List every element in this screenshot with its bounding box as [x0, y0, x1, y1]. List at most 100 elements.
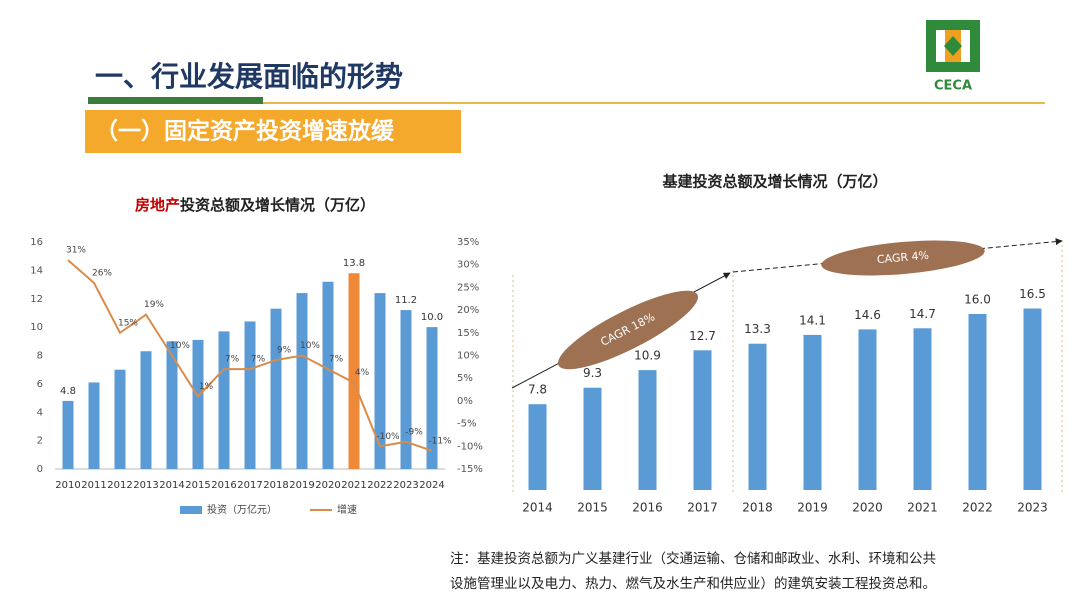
legend-label: 投资（万亿元） [207, 503, 277, 516]
y-tick-label: 8 [37, 351, 43, 362]
chart-title: 基建投资总额及增长情况（万亿） [661, 173, 887, 191]
bar [114, 369, 126, 469]
data-label: 14.1 [799, 313, 826, 327]
bar [166, 341, 178, 469]
x-tick-label: 2014 [159, 480, 184, 491]
x-tick-label: 2016 [211, 480, 236, 491]
title-highlight: 房地产 [135, 196, 180, 214]
x-tick-label: 2017 [237, 480, 262, 491]
x-tick-label: 2019 [797, 501, 828, 515]
x-tick-label: 2019 [289, 480, 314, 491]
bar [296, 293, 308, 469]
cagr-ellipse [557, 290, 699, 370]
x-tick-label: 2022 [367, 480, 392, 491]
y2-tick-label: 25% [457, 282, 479, 293]
note-line: 注：基建投资总额为广义基建行业（交通运输、仓储和邮政业、水利、环境和公共 [450, 550, 936, 567]
data-label: 10% [170, 341, 190, 351]
x-tick-label: 2018 [263, 480, 288, 491]
bar [400, 310, 412, 469]
data-label: 16.5 [1019, 287, 1046, 301]
bar [748, 343, 767, 490]
data-label: 13.8 [343, 258, 365, 269]
logo: CECA [926, 20, 980, 94]
data-label: 7% [225, 355, 240, 365]
bar [968, 314, 987, 490]
y2-tick-label: 5% [457, 373, 473, 384]
data-label: 15% [118, 318, 138, 328]
data-label: 7% [329, 355, 344, 365]
x-tick-label: 2023 [393, 480, 418, 491]
y-tick-label: 12 [30, 294, 43, 305]
x-tick-label: 2010 [55, 480, 80, 491]
data-label: 10.9 [634, 349, 661, 363]
bar [1023, 308, 1042, 490]
y2-tick-label: 10% [457, 351, 479, 362]
data-label: 19% [144, 300, 164, 310]
data-label: 10.0 [421, 312, 443, 323]
y-tick-label: 4 [37, 407, 43, 418]
y-tick-label: 6 [37, 379, 43, 390]
x-tick-label: 2022 [962, 501, 993, 515]
data-label: 16.0 [964, 293, 991, 307]
x-tick-label: 2020 [315, 480, 340, 491]
title-underline [88, 97, 263, 104]
title-rule [263, 102, 1045, 104]
chart-title: 房地产投资总额及增长情况（万亿） [135, 196, 375, 214]
bar [140, 351, 152, 469]
x-tick-label: 2023 [1017, 501, 1048, 515]
x-tick-label: 2015 [577, 501, 608, 515]
bar [803, 334, 822, 490]
data-label: -11% [428, 436, 452, 446]
cagr-ellipse [821, 240, 985, 276]
trend-arrow [732, 238, 1063, 273]
bar [374, 293, 386, 469]
bar [270, 308, 282, 469]
x-tick-label: 2018 [742, 501, 773, 515]
bar [348, 273, 360, 469]
bar [638, 370, 657, 490]
x-tick-label: 2017 [687, 501, 718, 515]
x-tick-label: 2020 [852, 501, 883, 515]
x-tick-label: 2016 [632, 501, 663, 515]
x-tick-label: 2013 [133, 480, 158, 491]
y-tick-label: 0 [37, 464, 43, 475]
data-label: 7.8 [528, 383, 547, 397]
y-tick-label: 10 [30, 322, 43, 333]
x-tick-label: 2012 [107, 480, 132, 491]
legend-swatch [180, 506, 202, 514]
data-label: 1% [199, 382, 214, 392]
data-label: 12.7 [689, 329, 716, 343]
bar [913, 328, 932, 490]
bar [192, 339, 204, 469]
x-tick-label: 2021 [341, 480, 366, 491]
bar [62, 400, 74, 469]
bar [858, 329, 877, 490]
y2-tick-label: -5% [457, 419, 476, 430]
data-label: 4.8 [60, 386, 76, 397]
bar [244, 321, 256, 469]
y2-tick-label: -10% [457, 441, 483, 452]
y-tick-label: 16 [30, 237, 43, 248]
data-label: 14.6 [854, 308, 881, 322]
data-label: 4% [355, 368, 370, 378]
annotation: CAGR 4% [876, 249, 929, 266]
bar [583, 387, 602, 490]
bar [218, 331, 230, 469]
slide-title: 一、行业发展面临的形势 [95, 60, 403, 93]
title-rest: 投资总额及增长情况（万亿） [180, 196, 375, 214]
data-label: 26% [92, 268, 112, 278]
note-line: 设施管理业以及电力、热力、燃气及水生产和供应业）的建筑安装工程投资总和。 [450, 575, 936, 592]
data-label: -9% [405, 427, 423, 437]
subtitle-box [85, 110, 461, 153]
data-label: 7% [251, 355, 266, 365]
y2-tick-label: 0% [457, 396, 473, 407]
data-label: 11.2 [395, 295, 417, 306]
data-label: 9.3 [583, 366, 602, 380]
bar [693, 350, 712, 490]
x-tick-label: 2011 [81, 480, 106, 491]
line [67, 259, 433, 452]
data-label: 13.3 [744, 322, 771, 336]
data-label: 9% [277, 346, 292, 356]
bar [322, 281, 334, 469]
